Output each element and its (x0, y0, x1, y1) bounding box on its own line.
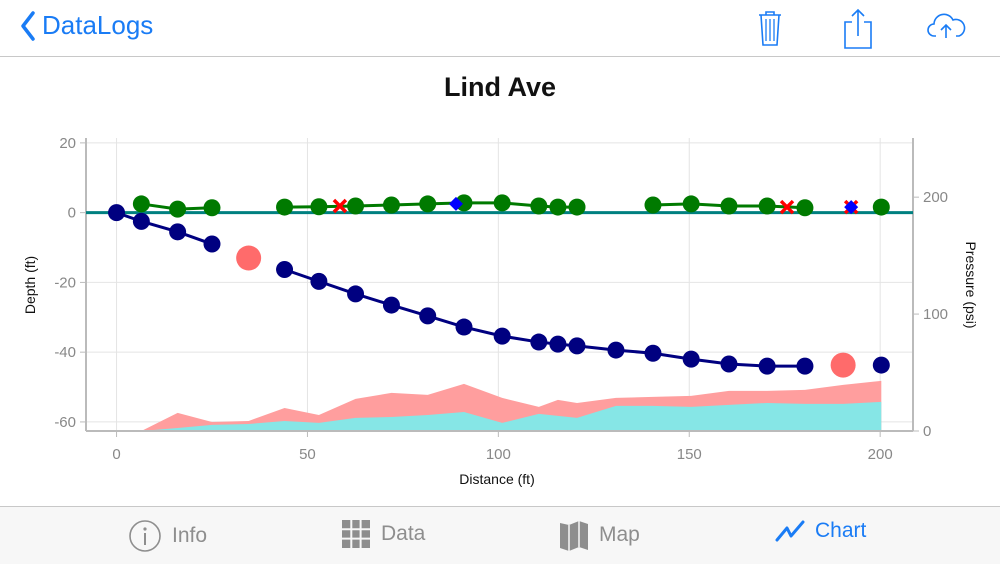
anomaly-point (830, 352, 856, 378)
tab-label: Chart (815, 519, 867, 542)
chart-title: Lind Ave (443, 72, 556, 102)
depth-point (347, 285, 365, 303)
depth-line (284, 268, 805, 368)
x-tick-label: 0 (112, 446, 120, 463)
depth-point (203, 235, 221, 253)
y-tick-label: -60 (54, 414, 76, 431)
x-tick-label: 50 (299, 446, 316, 463)
surface-point (758, 197, 776, 215)
x-marker (779, 199, 795, 215)
y-tick-label: -40 (54, 344, 76, 361)
depth-point (607, 341, 625, 359)
back-button[interactable]: DataLogs (20, 10, 153, 41)
chart-icon (775, 520, 805, 542)
depth-point (493, 327, 511, 345)
surface-point (568, 198, 586, 216)
depth-point (455, 318, 473, 336)
y-tick-label: 20 (59, 135, 76, 152)
depth-point (644, 344, 662, 362)
depth-point (530, 333, 548, 351)
x-tick-label: 100 (486, 446, 511, 463)
depth-point (549, 335, 567, 353)
diamond-marker (448, 196, 463, 211)
chevron-left-icon (21, 10, 35, 41)
y-axis-label: Depth (ft) (22, 256, 38, 314)
depth-point (108, 204, 126, 222)
anomaly-point (236, 245, 262, 271)
cloud-upload-icon[interactable] (926, 10, 966, 40)
tab-map[interactable]: Map (559, 519, 640, 551)
info-icon (129, 520, 161, 552)
tab-label: Data (381, 522, 426, 545)
depth-point (382, 296, 400, 314)
navigation-bar: DataLogs (0, 0, 1000, 57)
surface-point (644, 196, 662, 214)
surface-point (132, 195, 150, 213)
y2-tick-label: 200 (923, 189, 948, 206)
depth-point (132, 212, 150, 230)
tab-info[interactable]: Info (128, 519, 207, 553)
depth-point (872, 356, 890, 374)
surface-point (310, 198, 328, 216)
surface-point (720, 197, 738, 215)
depth-point (758, 357, 776, 375)
depth-point (682, 350, 700, 368)
surface-point (549, 198, 567, 216)
map-icon (560, 521, 588, 551)
surface-point (276, 198, 294, 216)
grid-icon (342, 520, 370, 548)
y2-axis-label: Pressure (psi) (963, 241, 979, 328)
tab-label: Info (172, 524, 208, 547)
tab-bar: Info Data Map Chart (0, 506, 1000, 564)
y-tick-label: -20 (54, 274, 76, 291)
surface-point (872, 198, 890, 216)
y-tick-label: 0 (68, 205, 76, 222)
depth-point (276, 261, 294, 279)
tab-label: Map (599, 523, 640, 546)
x-marker (332, 198, 348, 214)
depth-point (796, 357, 814, 375)
trash-icon[interactable] (756, 8, 784, 48)
x-tick-label: 200 (868, 446, 893, 463)
tab-data[interactable]: Data (341, 519, 425, 549)
diamond-marker (844, 200, 859, 215)
surface-point (347, 197, 365, 215)
back-label: DataLogs (42, 10, 154, 40)
x-axis-label: Distance (ft) (459, 471, 534, 487)
surface-point (382, 196, 400, 214)
depth-point (568, 337, 586, 355)
tab-chart[interactable]: Chart (775, 519, 866, 543)
depth-point (169, 223, 187, 241)
share-icon[interactable] (842, 8, 874, 50)
surface-point (493, 194, 511, 212)
depth-point (720, 355, 738, 373)
surface-point (796, 199, 814, 217)
surface-point (530, 197, 548, 215)
surface-point (169, 200, 187, 218)
y2-tick-label: 0 (923, 423, 931, 440)
depth-point (310, 272, 328, 290)
depth-point (419, 307, 437, 325)
surface-point (203, 199, 221, 217)
surface-point (419, 195, 437, 213)
surface-point (682, 195, 700, 213)
depth-line (116, 211, 213, 246)
pressure-min-area (141, 401, 882, 431)
x-tick-label: 150 (677, 446, 702, 463)
y2-tick-label: 100 (923, 306, 948, 323)
